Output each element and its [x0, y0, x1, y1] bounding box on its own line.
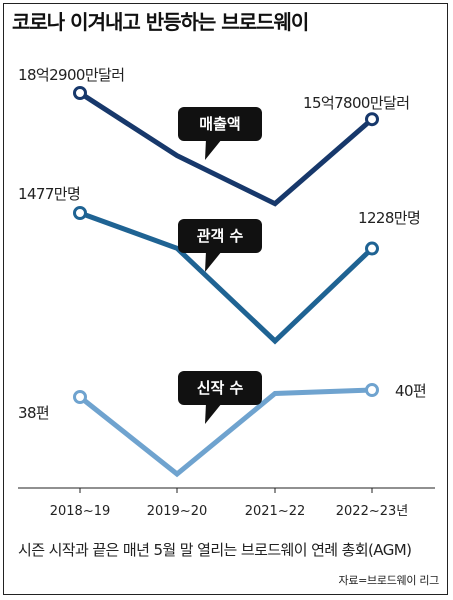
chart-frame — [3, 3, 448, 595]
callout-pointer — [205, 139, 222, 160]
footnote: 시즌 시작과 끝은 매년 5월 말 열리는 브로드웨이 연례 총회(AGM) — [18, 541, 412, 559]
data-point-marker — [365, 241, 379, 256]
source-credit: 자료=브로드웨이 리그 — [338, 574, 440, 587]
data-point-marker — [365, 112, 379, 127]
data-point-marker — [73, 390, 87, 404]
series-line — [79, 210, 374, 345]
x-tick-label: 2019~20 — [147, 504, 208, 519]
series-start-label: 18억2900만달러 — [18, 66, 124, 84]
series-callout-box — [178, 219, 262, 253]
data-point-marker — [365, 383, 379, 397]
series-3: 38편 40편 신작 수 — [18, 371, 427, 478]
series-callout-box — [178, 107, 262, 141]
data-point-marker — [73, 86, 87, 100]
series-callout-box — [178, 371, 262, 405]
chart-title: 코로나 이겨내고 반등하는 브로드웨이 — [12, 10, 309, 34]
series-end-label: 40편 — [395, 382, 426, 400]
series-line — [78, 387, 373, 478]
callout-pointer — [205, 403, 222, 424]
x-tick-label: 2022~23년 — [336, 504, 408, 519]
series-name-label: 신작 수 — [197, 379, 244, 397]
callout-pointer — [205, 251, 222, 272]
series-line — [78, 90, 374, 207]
series-name-label: 매출액 — [199, 115, 240, 133]
x-tick-label: 2018~19 — [50, 504, 111, 519]
x-tick-label: 2021~22 — [245, 504, 306, 519]
data-point-marker — [73, 206, 87, 220]
series-start-label: 1477만명 — [18, 185, 80, 203]
series-start-label: 38편 — [18, 404, 49, 422]
series-end-label: 1228만명 — [358, 209, 420, 227]
series-name-label: 관객 수 — [197, 227, 244, 245]
series-end-label: 15억7800만달러 — [303, 94, 409, 112]
